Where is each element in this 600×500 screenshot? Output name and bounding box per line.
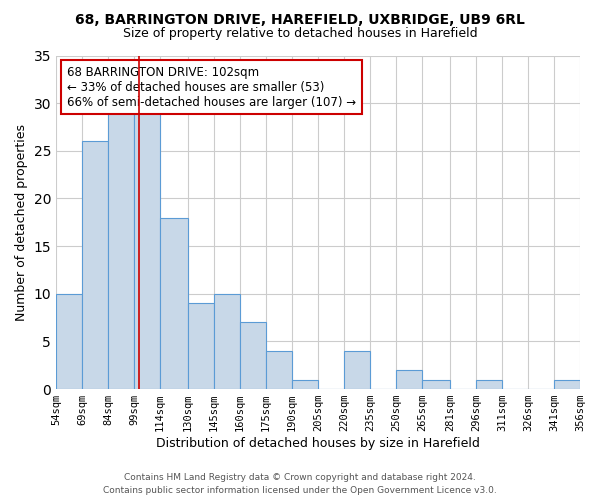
Bar: [240, 322, 266, 389]
Y-axis label: Number of detached properties: Number of detached properties: [15, 124, 28, 321]
Text: Size of property relative to detached houses in Harefield: Size of property relative to detached ho…: [122, 28, 478, 40]
Bar: [108, 112, 134, 389]
Bar: [554, 380, 580, 389]
Bar: [266, 351, 292, 389]
Bar: [292, 380, 318, 389]
Bar: [82, 142, 108, 389]
Bar: [134, 112, 160, 389]
Bar: [188, 304, 214, 389]
Bar: [160, 218, 188, 389]
Text: 68 BARRINGTON DRIVE: 102sqm
← 33% of detached houses are smaller (53)
66% of sem: 68 BARRINGTON DRIVE: 102sqm ← 33% of det…: [67, 66, 356, 108]
Bar: [56, 294, 82, 389]
Bar: [344, 351, 370, 389]
X-axis label: Distribution of detached houses by size in Harefield: Distribution of detached houses by size …: [156, 437, 480, 450]
Text: Contains HM Land Registry data © Crown copyright and database right 2024.
Contai: Contains HM Land Registry data © Crown c…: [103, 473, 497, 495]
Bar: [214, 294, 240, 389]
Text: 68, BARRINGTON DRIVE, HAREFIELD, UXBRIDGE, UB9 6RL: 68, BARRINGTON DRIVE, HAREFIELD, UXBRIDG…: [75, 12, 525, 26]
Bar: [396, 370, 422, 389]
Bar: [476, 380, 502, 389]
Bar: [422, 380, 450, 389]
